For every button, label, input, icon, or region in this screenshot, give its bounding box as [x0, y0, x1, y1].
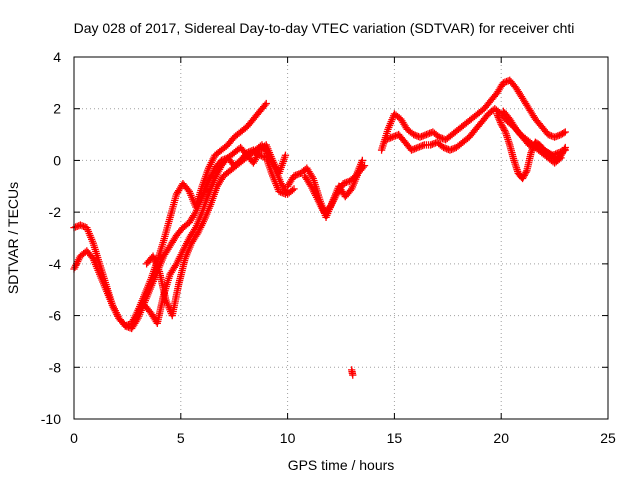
- y-axis-label: SDTVAR / TECUs: [5, 182, 21, 294]
- y-tick-label: -10: [41, 411, 61, 427]
- x-tick-label: 25: [600, 430, 616, 446]
- x-tick-label: 10: [280, 430, 296, 446]
- x-axis-label: GPS time / hours: [288, 457, 395, 473]
- data-point: [290, 185, 298, 193]
- data-marks: [70, 76, 569, 379]
- data-point: [281, 151, 290, 159]
- y-tick-label: -4: [49, 256, 62, 272]
- y-tick-label: -8: [49, 359, 62, 375]
- x-tick-label: 20: [493, 430, 509, 446]
- data-point: [349, 371, 357, 379]
- plot-frame: [73, 56, 609, 420]
- data-point: [358, 156, 367, 165]
- data-point: [561, 143, 569, 152]
- series-track-f: [301, 156, 367, 216]
- y-tick-label: 4: [53, 49, 61, 65]
- series-track-h: [377, 76, 569, 154]
- data-point: [262, 99, 270, 108]
- y-tick-label: -6: [49, 308, 62, 324]
- chart-title: Day 028 of 2017, Sidereal Day-to-day VTE…: [74, 20, 575, 36]
- data-point: [561, 128, 569, 136]
- y-tick-label: 0: [53, 152, 61, 168]
- x-tick-label: 0: [70, 430, 78, 446]
- series-track-k: [499, 107, 565, 167]
- series-track-g: [348, 366, 357, 379]
- data-point: [557, 154, 565, 162]
- tick-labels: 0 5 10 15 20 25 -10 -8 -6 -4 -2 0 2 4: [41, 49, 616, 446]
- y-tick-label: -2: [49, 204, 62, 220]
- x-tick-label: 15: [387, 430, 403, 446]
- y-tick-label: 2: [53, 101, 61, 117]
- series-track-d: [142, 141, 298, 320]
- x-tick-label: 5: [177, 430, 185, 446]
